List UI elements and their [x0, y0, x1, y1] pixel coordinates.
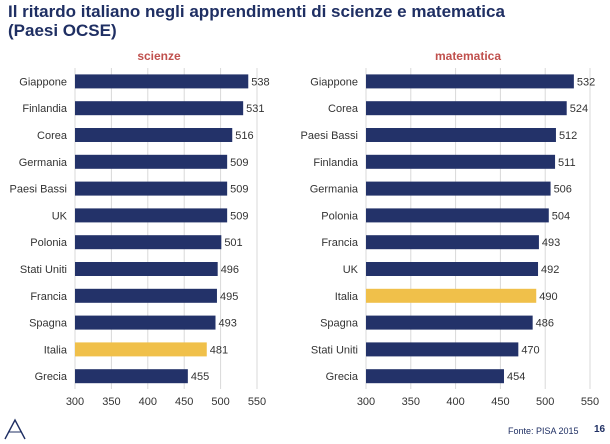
bar: [366, 342, 519, 357]
category-label: Paesi Bassi: [301, 130, 358, 142]
x-tick-label: 350: [102, 396, 120, 408]
page-number: 16: [594, 424, 606, 435]
bar: [75, 235, 222, 250]
bar: [366, 128, 556, 142]
bar: [75, 315, 216, 330]
x-tick-label: 550: [248, 396, 266, 408]
data-label: 532: [577, 76, 595, 88]
bar: [75, 154, 228, 169]
x-tick-label: 450: [175, 396, 193, 408]
data-label: 455: [191, 371, 209, 383]
category-label: Italia: [44, 344, 68, 356]
bar: [75, 128, 233, 142]
data-label: 538: [251, 76, 269, 88]
bar: [366, 101, 567, 116]
category-label: Finlandia: [22, 103, 68, 115]
data-label: 506: [554, 184, 572, 196]
x-tick-label: 450: [491, 396, 509, 408]
page-title-line2: (Paesi OCSE): [8, 21, 117, 40]
bar: [366, 235, 539, 250]
data-label: 490: [539, 291, 557, 303]
bar: [366, 181, 551, 196]
category-label: Grecia: [326, 371, 359, 383]
data-label: 509: [230, 184, 248, 196]
data-label: 511: [558, 157, 576, 169]
category-label: Francia: [321, 237, 359, 249]
bar: [75, 181, 228, 196]
data-label: 509: [230, 210, 248, 222]
data-label: 486: [536, 318, 554, 330]
data-label: 524: [570, 103, 588, 115]
data-label: 481: [210, 344, 228, 356]
category-label: Corea: [328, 103, 359, 115]
data-label: 493: [219, 318, 237, 330]
category-label: Francia: [30, 291, 68, 303]
category-label: Spagna: [320, 318, 359, 330]
chart-title: scienze: [137, 49, 181, 63]
chart-title: matematica: [435, 49, 501, 63]
data-label: 470: [521, 344, 539, 356]
logo-icon: [3, 418, 27, 440]
data-label: 501: [224, 237, 242, 249]
bar: [366, 288, 537, 303]
category-label: Corea: [37, 130, 68, 142]
category-label: Italia: [335, 291, 359, 303]
x-tick-label: 300: [357, 396, 375, 408]
category-label: UK: [343, 264, 359, 276]
data-label: 504: [552, 210, 570, 222]
data-label: 454: [507, 371, 525, 383]
category-label: Grecia: [35, 371, 68, 383]
bar: [366, 74, 574, 89]
bar: [75, 101, 244, 116]
x-tick-label: 300: [66, 396, 84, 408]
x-tick-label: 500: [211, 396, 229, 408]
bar: [366, 154, 556, 169]
x-tick-label: 400: [139, 396, 157, 408]
x-tick-label: 350: [402, 396, 420, 408]
data-label: 509: [230, 157, 248, 169]
category-label: Polonia: [321, 210, 359, 222]
category-label: Germania: [310, 184, 359, 196]
data-label: 512: [559, 130, 577, 142]
bar: [366, 315, 533, 330]
data-label: 531: [246, 103, 264, 115]
bar: [366, 369, 504, 384]
bar: [75, 288, 217, 303]
x-tick-label: 550: [581, 396, 599, 408]
bar: [366, 262, 539, 276]
category-label: Finlandia: [313, 157, 359, 169]
data-label: 496: [221, 264, 239, 276]
data-label: 516: [235, 130, 253, 142]
x-tick-label: 400: [446, 396, 464, 408]
category-label: Stati Uniti: [20, 264, 67, 276]
page-title-line1: Il ritardo italiano negli apprendimenti …: [8, 2, 505, 21]
bar: [75, 262, 218, 276]
category-label: Stati Uniti: [311, 344, 358, 356]
bar: [75, 74, 249, 89]
category-label: UK: [52, 210, 68, 222]
data-label: 495: [220, 291, 238, 303]
category-label: Spagna: [29, 318, 68, 330]
page-title: Il ritardo italiano negli apprendimenti …: [8, 2, 603, 40]
x-tick-label: 500: [536, 396, 554, 408]
category-label: Giappone: [310, 76, 358, 88]
bar: [366, 208, 549, 223]
bar: [75, 208, 228, 223]
category-label: Polonia: [30, 237, 68, 249]
data-label: 493: [542, 237, 560, 249]
bar: [75, 342, 207, 357]
category-label: Paesi Bassi: [10, 184, 67, 196]
bar: [75, 369, 188, 384]
data-label: 492: [541, 264, 559, 276]
category-label: Germania: [19, 157, 68, 169]
source-note: Fonte: PISA 2015: [508, 426, 579, 436]
category-label: Giappone: [19, 76, 67, 88]
